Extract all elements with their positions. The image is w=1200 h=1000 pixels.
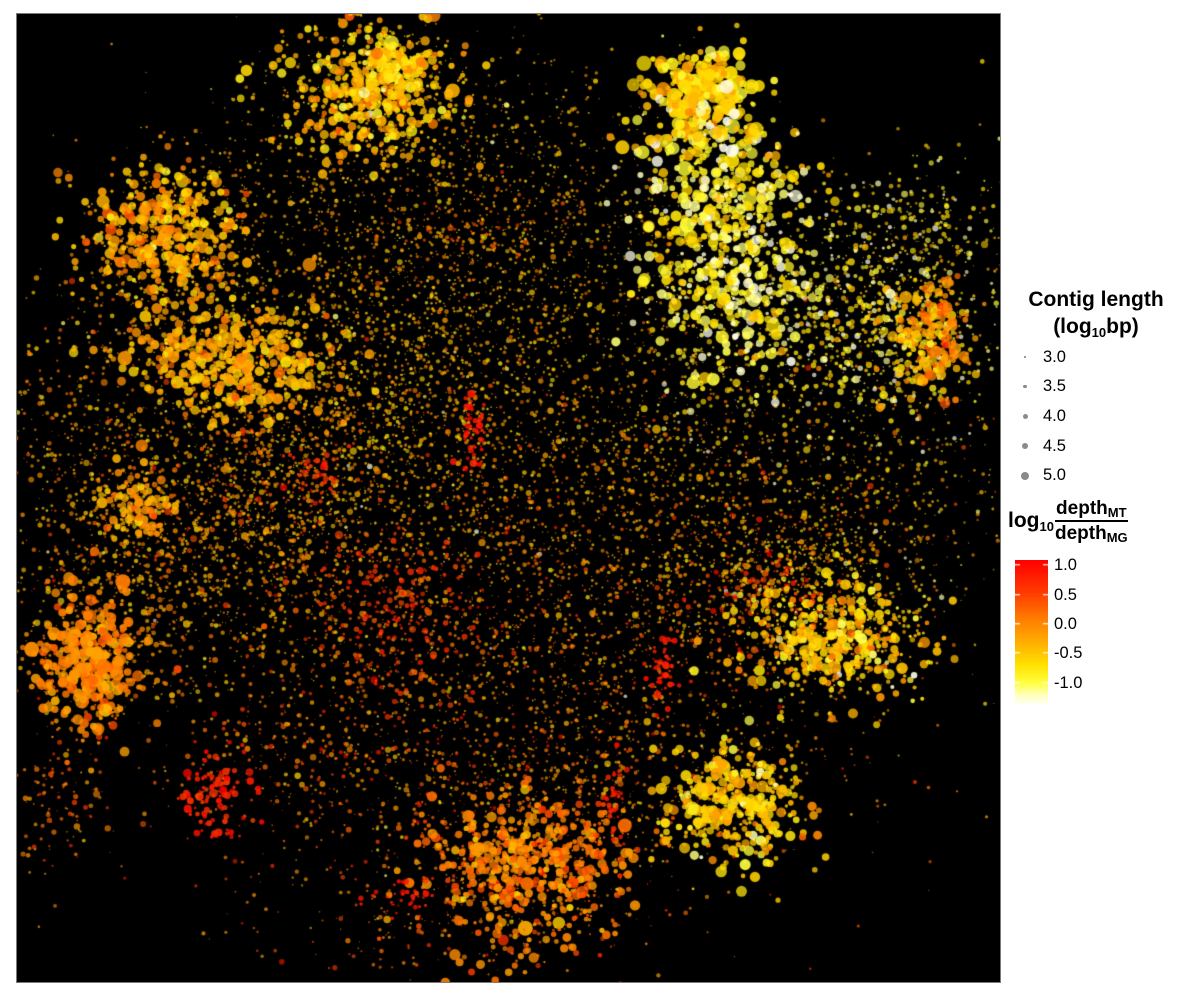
size-legend-item: 4.0 (1016, 405, 1066, 427)
scatter-canvas (17, 14, 1000, 982)
color-legend-log-prefix: log10 (1008, 509, 1054, 534)
size-legend-subtitle: (log10bp) (1000, 314, 1192, 340)
plot-area (16, 13, 1001, 983)
size-dot-box (1016, 413, 1034, 419)
color-legend-tick-label: -0.5 (1054, 644, 1083, 663)
size-legend-label: 4.5 (1043, 436, 1066, 455)
size-legend-title: Contig length (1028, 288, 1164, 311)
size-legend-item: 3.5 (1016, 376, 1066, 398)
size-legend-item: 4.5 (1016, 435, 1066, 457)
size-dot-icon (1021, 442, 1029, 450)
size-dot-icon (1022, 413, 1028, 419)
size-dot-box (1016, 385, 1034, 389)
size-legend-subtitle-suffix: bp) (1106, 315, 1139, 338)
size-legend-subtitle-prefix: (log (1053, 315, 1092, 338)
size-dot-box (1016, 356, 1034, 358)
color-legend-tick-label: 0.0 (1054, 614, 1077, 633)
size-dot-box (1016, 442, 1034, 450)
size-dot-icon (1020, 471, 1030, 480)
color-legend-tick-label: 1.0 (1054, 556, 1077, 575)
color-legend-fraction: depthMT depthMG (1054, 497, 1128, 545)
color-legend-tick-label: -1.0 (1054, 673, 1083, 692)
color-legend-tick-label: 0.5 (1054, 585, 1077, 604)
size-legend-label: 3.0 (1043, 347, 1066, 366)
color-gradient-bar (1015, 560, 1048, 705)
legend-panel: Contig length (log10bp) 3.0 3.5 4.0 4.5 5.0 … (1000, 0, 1200, 1000)
size-legend-subtitle-subscript: 10 (1091, 325, 1107, 340)
color-legend-title: log10 depthMT depthMG (1008, 497, 1128, 545)
size-dot-icon (1024, 356, 1026, 358)
size-legend-label: 4.0 (1043, 406, 1066, 425)
size-legend-label: 5.0 (1043, 466, 1066, 485)
size-legend-item: 5.0 (1016, 465, 1066, 487)
size-dot-box (1016, 471, 1034, 480)
size-legend-label: 3.5 (1043, 377, 1066, 396)
size-dot-icon (1023, 385, 1027, 389)
size-legend-item: 3.0 (1016, 346, 1066, 368)
fraction-denominator: depthMG (1054, 523, 1128, 545)
fraction-bar (1054, 520, 1128, 522)
fraction-numerator: depthMT (1056, 498, 1127, 520)
